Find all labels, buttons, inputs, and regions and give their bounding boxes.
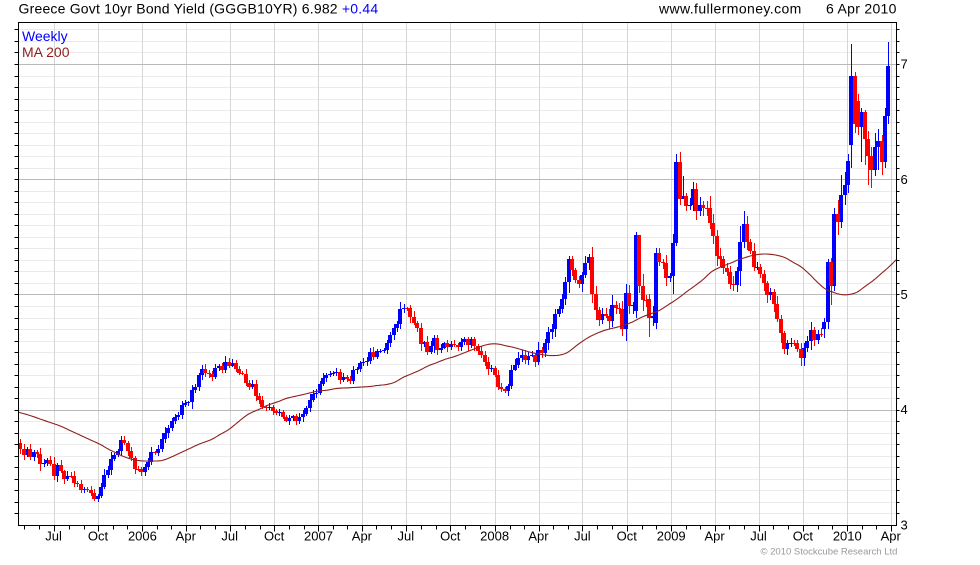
svg-text:2008: 2008 (480, 529, 509, 544)
svg-text:Apr: Apr (881, 529, 902, 544)
svg-text:6 Apr 2010: 6 Apr 2010 (826, 1, 897, 17)
svg-text:Apr: Apr (352, 529, 373, 544)
svg-text:MA 200: MA 200 (22, 44, 70, 60)
svg-text:2010: 2010 (833, 529, 862, 544)
svg-text:5: 5 (901, 287, 908, 302)
svg-text:Oct: Oct (264, 529, 285, 544)
svg-text:7: 7 (901, 57, 908, 72)
svg-text:Jul: Jul (750, 529, 767, 544)
svg-text:4: 4 (901, 402, 908, 417)
svg-text:2009: 2009 (657, 529, 686, 544)
svg-text:2006: 2006 (128, 529, 157, 544)
svg-text:6: 6 (901, 172, 908, 187)
svg-text:Jul: Jul (397, 529, 414, 544)
svg-text:Apr: Apr (704, 529, 725, 544)
svg-text:Jul: Jul (574, 529, 591, 544)
svg-text:Oct: Oct (440, 529, 461, 544)
svg-text:© 2010 Stockcube Research Ltd: © 2010 Stockcube Research Ltd (761, 547, 898, 558)
svg-text:3: 3 (901, 518, 908, 533)
svg-text:www.fullermoney.com: www.fullermoney.com (658, 1, 802, 17)
svg-text:Oct: Oct (617, 529, 638, 544)
svg-text:Greece Govt 10yr Bond Yield (G: Greece Govt 10yr Bond Yield (GGGB10YR) 6… (19, 1, 379, 17)
svg-text:Jul: Jul (221, 529, 238, 544)
svg-text:Apr: Apr (528, 529, 549, 544)
svg-text:Oct: Oct (88, 529, 109, 544)
svg-text:Weekly: Weekly (22, 28, 68, 44)
svg-text:Oct: Oct (793, 529, 814, 544)
svg-text:Jul: Jul (45, 529, 62, 544)
svg-text:Apr: Apr (176, 529, 197, 544)
svg-text:2007: 2007 (304, 529, 333, 544)
